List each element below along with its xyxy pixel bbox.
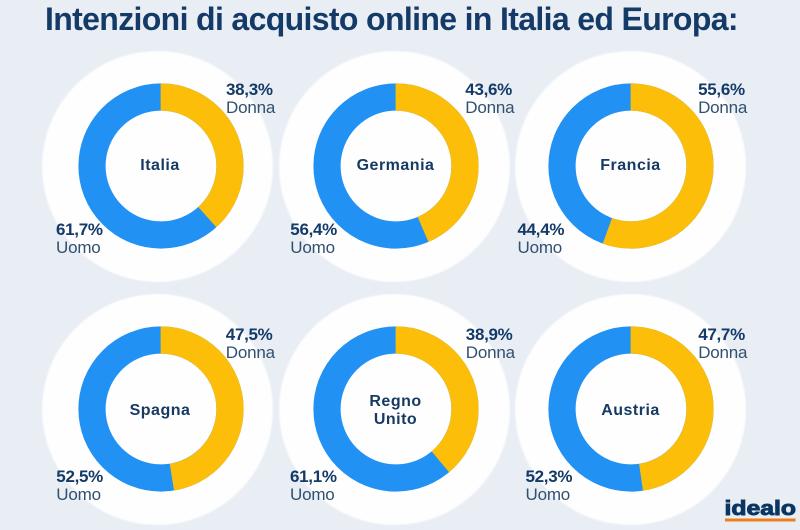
svg-text:idealo: idealo: [725, 498, 797, 520]
